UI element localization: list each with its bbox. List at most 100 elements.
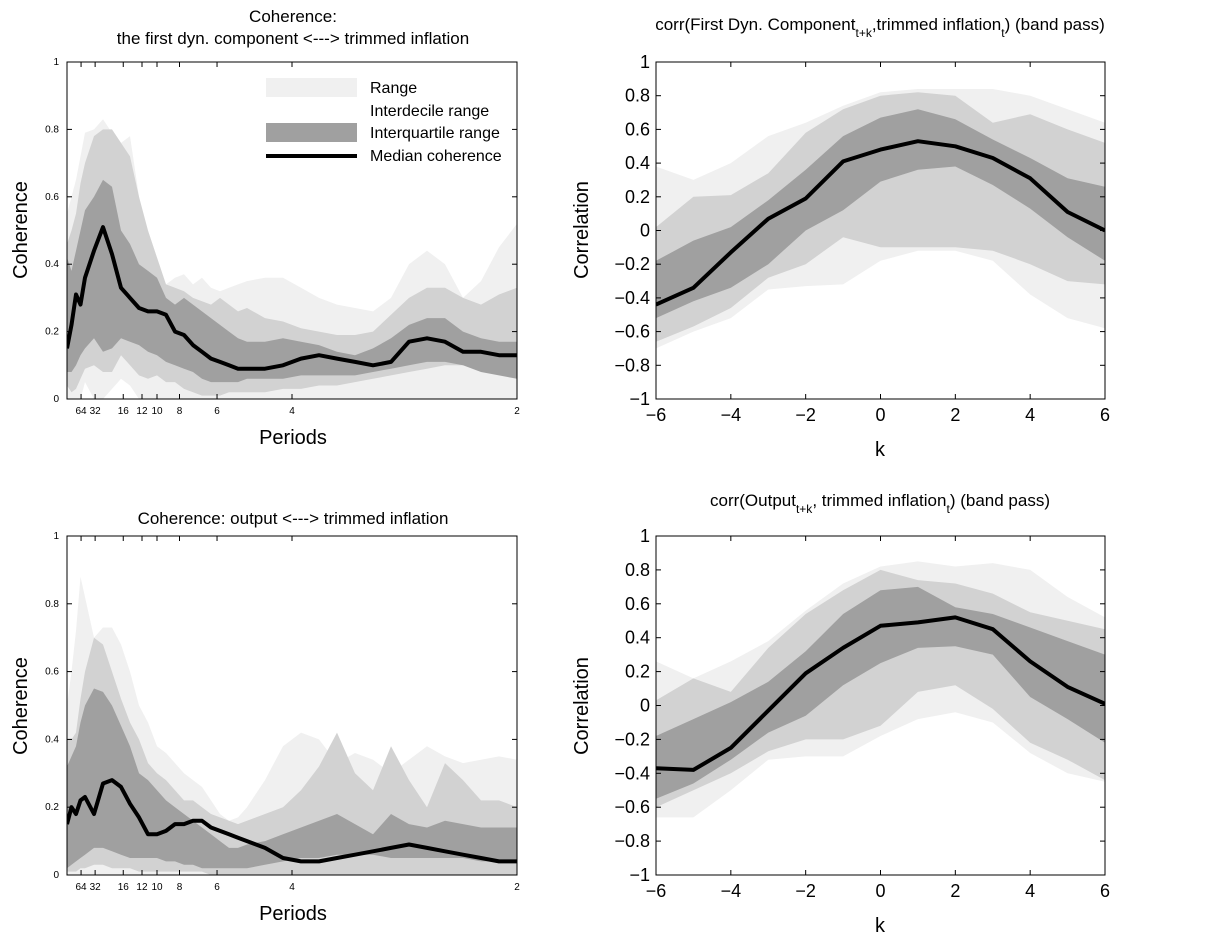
legend-swatch-iqr (266, 123, 357, 142)
panel-coherence-first-dyn-component: Coherence: the first dyn. component <---… (10, 7, 520, 449)
x-tick-label: 2 (514, 406, 520, 417)
x-tick-label: 64 (76, 406, 88, 417)
panel-coherence-output: Coherence: output <---> trimmed inflatio… (10, 509, 520, 925)
y-tick-label: 0.2 (625, 187, 650, 207)
title-sub-1: t+k (855, 26, 872, 40)
legend-label-iqr: Interquartile range (370, 125, 500, 142)
x-tick-label: 6 (214, 882, 220, 893)
x-tick-label: 4 (1025, 405, 1035, 425)
x-axis-label: k (875, 439, 886, 461)
legend-label-interdecile: Interdecile range (370, 103, 489, 120)
bands (67, 119, 517, 399)
y-tick-label: 0.4 (45, 734, 59, 745)
y-tick-label: 0.8 (625, 560, 650, 580)
x-tick-label: 8 (177, 882, 183, 893)
y-axis-label: Coherence (10, 657, 32, 755)
y-tick-label: 0.4 (45, 259, 59, 270)
y-tick-label: 0.2 (45, 802, 59, 813)
x-tick-label: 16 (118, 406, 130, 417)
legend-swatch-interdecile (266, 101, 357, 120)
title: corr(Outputt+k, trimmed inflationt) (ban… (710, 491, 1050, 516)
title-mid: , trimmed inflation (812, 491, 946, 510)
y-tick-label: −0.8 (614, 355, 650, 375)
x-tick-label: 6 (1100, 405, 1110, 425)
y-tick-label: 1 (640, 526, 650, 546)
median-line (656, 139, 1105, 307)
y-tick-label: 0.4 (625, 153, 650, 173)
y-tick-label: −0.8 (614, 831, 650, 851)
legend-swatch-range (266, 78, 357, 97)
legend: Range Interdecile range Interquartile ra… (266, 78, 502, 165)
interquartile-band (656, 109, 1105, 319)
x-axis-label: Periods (259, 427, 327, 449)
x-axis-label: k (875, 915, 886, 937)
panel-corr-first-dyn-component: corr(First Dyn. Componentt+k,trimmed inf… (571, 15, 1110, 461)
y-tick-label: 0.8 (45, 599, 59, 610)
interquartile-band (656, 586, 1105, 799)
y-axis-label: Correlation (571, 181, 593, 279)
y-tick-label: 0.2 (45, 327, 59, 338)
y-tick-label: −0.6 (614, 322, 650, 342)
y-tick-label: −0.2 (614, 254, 650, 274)
median-line (656, 615, 1105, 772)
x-tick-label: 10 (151, 882, 163, 893)
y-tick-label: −1 (629, 865, 650, 885)
x-tick-label: 12 (136, 882, 148, 893)
y-tick-label: 1 (53, 531, 59, 542)
y-tick-label: −1 (629, 389, 650, 409)
y-tick-label: −0.6 (614, 797, 650, 817)
title-main: corr(Output (710, 491, 796, 510)
y-tick-label: 0 (53, 870, 59, 881)
bands (656, 561, 1105, 818)
y-tick-label: −0.2 (614, 729, 650, 749)
y-tick-label: 0.6 (45, 192, 59, 203)
y-tick-label: 0.8 (625, 86, 650, 106)
bands (656, 89, 1105, 349)
x-tick-label: 2 (514, 882, 520, 893)
x-tick-label: 32 (90, 406, 102, 417)
x-tick-label: 64 (76, 882, 88, 893)
title-line-2: the first dyn. component <---> trimmed i… (117, 29, 469, 48)
x-tick-label: −4 (721, 881, 742, 901)
y-tick-label: 0.2 (625, 662, 650, 682)
x-axis-label: Periods (259, 903, 327, 925)
x-tick-label: −6 (646, 405, 667, 425)
median-line (67, 778, 517, 864)
y-tick-label: 0.4 (625, 628, 650, 648)
median-line (67, 225, 517, 371)
x-tick-label: 10 (151, 406, 163, 417)
bands (67, 576, 517, 875)
x-tick-label: 6 (214, 406, 220, 417)
plot-area: −1 −0.8 −0.6 −0.4 −0.2 0 0.2 0.4 0.6 0.8 1 −6 −4 −2 0 2… (614, 52, 1110, 425)
title-line-1: Coherence: output <---> trimmed inflatio… (138, 509, 449, 528)
x-tick-label: 0 (875, 881, 885, 901)
x-tick-label: 32 (90, 882, 102, 893)
x-tick-label: 12 (136, 406, 148, 417)
y-tick-label: 1 (53, 57, 59, 68)
title-sub-2: t (1001, 26, 1005, 40)
x-tick-label: −2 (795, 405, 816, 425)
title-sub-1: t+k (796, 502, 813, 516)
y-tick-label: −0.4 (614, 288, 650, 308)
y-tick-label: 0.6 (625, 594, 650, 614)
y-tick-label: −0.4 (614, 763, 650, 783)
y-tick-label: 0.6 (45, 667, 59, 678)
title: corr(First Dyn. Componentt+k,trimmed inf… (655, 15, 1105, 40)
y-tick-label: 0.6 (625, 119, 650, 139)
y-tick-label: 0.8 (45, 124, 59, 135)
y-tick-label: 0 (640, 221, 650, 241)
x-tick-label: 6 (1100, 881, 1110, 901)
title-sub-2: t (946, 502, 950, 516)
title-mid: ,trimmed inflation (872, 15, 1001, 34)
x-tick-label: −4 (721, 405, 742, 425)
x-tick-label: 4 (289, 882, 295, 893)
title-end: ) (band pass) (950, 491, 1050, 510)
y-axis-label: Coherence (10, 181, 32, 279)
x-tick-label: 4 (289, 406, 295, 417)
x-tick-label: 2 (950, 881, 960, 901)
x-tick-label: 0 (875, 405, 885, 425)
title-main: corr(First Dyn. Component (655, 15, 856, 34)
x-tick-label: 4 (1025, 881, 1035, 901)
